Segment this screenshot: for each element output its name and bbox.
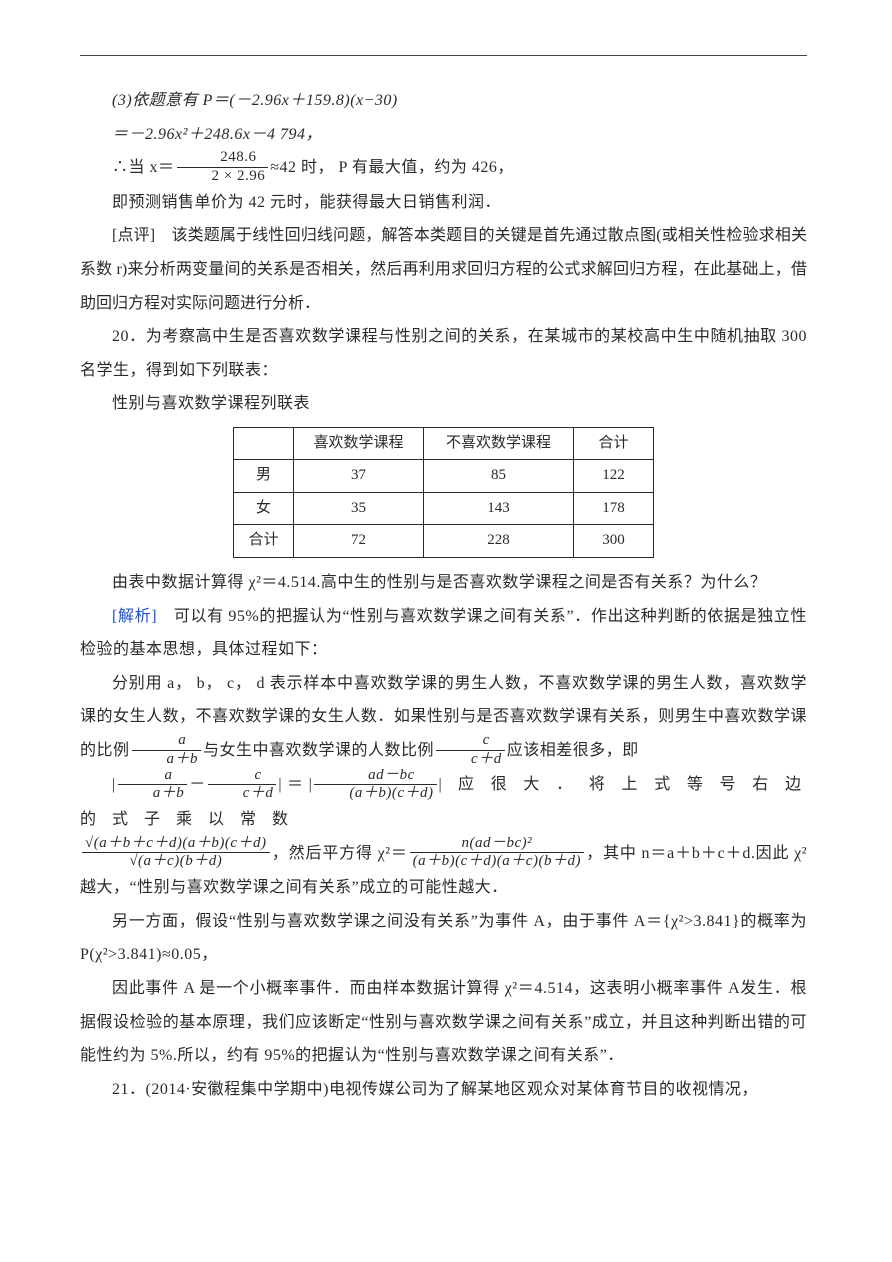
text-p1: (3)依题意有 P＝(－2.96x＋159.8)(x−30) xyxy=(112,92,398,109)
para-p13: 另一方面，假设“性别与喜欢数学课之间没有关系”为事件 A，由于事件 A＝{χ²>… xyxy=(80,905,807,972)
frac-p11-3-num: ad－bc xyxy=(314,768,436,786)
text-p5: [点评] 该类题属于线性回归线问题，解答本类题目的关键是首先通过散点图(或相关性… xyxy=(80,227,807,311)
frac-p12-1-num: √(a＋b＋c＋d)(a＋b)(c＋d) xyxy=(82,836,270,854)
frac-p3-den: 2 × 2.96 xyxy=(177,168,269,185)
table-row: 合计 72 228 300 xyxy=(234,525,654,558)
table-row: 男 37 85 122 xyxy=(234,460,654,493)
cell-r1c2: 37 xyxy=(294,460,424,493)
cell-r3c2: 72 xyxy=(294,525,424,558)
frac-p11-1-num: a xyxy=(118,768,188,786)
cell-r2c4: 178 xyxy=(574,492,654,525)
cell-r3c4: 300 xyxy=(574,525,654,558)
table-header-row: 喜欢数学课程 不喜欢数学课程 合计 xyxy=(234,427,654,460)
para-p1: (3)依题意有 P＝(－2.96x＋159.8)(x−30) xyxy=(80,84,807,118)
label-analysis: [解析] xyxy=(112,608,157,625)
cell-r2c1: 女 xyxy=(234,492,294,525)
th-blank xyxy=(234,427,294,460)
frac-p11-3-den: (a＋b)(c＋d) xyxy=(314,785,436,802)
text-p3a: ∴当 x＝ xyxy=(112,159,175,176)
para-p11: |aa＋b－cc＋d| ＝ |ad－bc(a＋b)(c＋d)| 应 很 大 ． … xyxy=(80,768,807,836)
th-total: 合计 xyxy=(574,427,654,460)
th-dislike: 不喜欢数学课程 xyxy=(424,427,574,460)
frac-p12-1-den: √(a＋c)(b＋d) xyxy=(82,853,270,870)
cell-r1c4: 122 xyxy=(574,460,654,493)
frac-p10-1-den: a＋b xyxy=(132,751,202,768)
para-p2: ＝－2.96x²＋248.6x－4 794， xyxy=(80,118,807,152)
frac-p10-2-den: c＋d xyxy=(436,751,505,768)
text-p10b: 与女生中喜欢数学课的人数比例 xyxy=(203,742,434,759)
text-p3b: ≈42 时， P 有最大值，约为 426， xyxy=(270,159,514,176)
para-p10: 分别用 a， b， c， d 表示样本中喜欢数学课的男生人数，不喜欢数学课的男生… xyxy=(80,667,807,769)
text-p14: 因此事件 A 是一个小概率事件．而由样本数据计算得 χ²＝4.514，这表明小概… xyxy=(80,980,807,1064)
cell-r1c3: 85 xyxy=(424,460,574,493)
frac-p12-2-den: (a＋b)(c＋d)(a＋c)(b＋d) xyxy=(410,853,584,870)
frac-p11-1-den: a＋b xyxy=(118,785,188,802)
text-p8: 由表中数据计算得 χ²＝4.514.高中生的性别与是否喜欢数学课程之间是否有关系… xyxy=(112,574,766,591)
text-p15: 21．(2014·安徽程集中学期中)电视传媒公司为了解某地区观众对某体育节目的收… xyxy=(112,1081,758,1098)
para-p4: 即预测销售单价为 42 元时，能获得最大日销售利润． xyxy=(80,186,807,220)
para-p8: 由表中数据计算得 χ²＝4.514.高中生的性别与是否喜欢数学课程之间是否有关系… xyxy=(80,566,807,600)
frac-p10-2-num: c xyxy=(436,733,505,751)
text-p12a: ，然后平方得 χ²＝ xyxy=(272,845,408,862)
frac-p10-1-num: a xyxy=(132,733,202,751)
text-p11c: | ＝ | xyxy=(278,776,312,793)
contingency-table: 喜欢数学课程 不喜欢数学课程 合计 男 37 85 122 女 35 143 1… xyxy=(233,427,654,558)
text-p11a: | xyxy=(112,776,116,793)
text-p2: ＝－2.96x²＋248.6x－4 794， xyxy=(112,126,322,143)
para-p6: 20．为考察高中生是否喜欢数学课程与性别之间的关系，在某城市的某校高中生中随机抽… xyxy=(80,320,807,387)
frac-p11-1: aa＋b xyxy=(118,768,188,803)
frac-p12-1: √(a＋b＋c＋d)(a＋b)(c＋d)√(a＋c)(b＋d) xyxy=(82,836,270,871)
frac-p3: 248.62 × 2.96 xyxy=(177,150,269,185)
frac-p11-3: ad－bc(a＋b)(c＋d) xyxy=(314,768,436,803)
page-rule xyxy=(80,55,807,56)
frac-p11-2-num: c xyxy=(208,768,277,786)
para-p15: 21．(2014·安徽程集中学期中)电视传媒公司为了解某地区观众对某体育节目的收… xyxy=(80,1073,807,1107)
text-p7: 性别与喜欢数学课程列联表 xyxy=(112,395,310,412)
frac-p12-2-num: n(ad－bc)² xyxy=(410,836,584,854)
cell-r3c1: 合计 xyxy=(234,525,294,558)
para-p7: 性别与喜欢数学课程列联表 xyxy=(80,387,807,421)
para-p12: √(a＋b＋c＋d)(a＋b)(c＋d)√(a＋c)(b＋d)，然后平方得 χ²… xyxy=(80,837,807,905)
para-p3: ∴当 x＝248.62 × 2.96≈42 时， P 有最大值，约为 426， xyxy=(80,151,807,186)
frac-p10-1: aa＋b xyxy=(132,733,202,768)
para-p5: [点评] 该类题属于线性回归线问题，解答本类题目的关键是首先通过散点图(或相关性… xyxy=(80,219,807,320)
cell-r1c1: 男 xyxy=(234,460,294,493)
frac-p3-num: 248.6 xyxy=(177,150,269,168)
cell-r3c3: 228 xyxy=(424,525,574,558)
text-p4: 即预测销售单价为 42 元时，能获得最大日销售利润． xyxy=(112,194,501,211)
frac-p10-2: cc＋d xyxy=(436,733,505,768)
para-p14: 因此事件 A 是一个小概率事件．而由样本数据计算得 χ²＝4.514，这表明小概… xyxy=(80,972,807,1073)
th-like: 喜欢数学课程 xyxy=(294,427,424,460)
table-row: 女 35 143 178 xyxy=(234,492,654,525)
para-p9: [解析] 可以有 95%的把握认为“性别与喜欢数学课之间有关系”．作出这种判断的… xyxy=(80,600,807,667)
frac-p11-2-den: c＋d xyxy=(208,785,277,802)
cell-r2c2: 35 xyxy=(294,492,424,525)
text-p11b: － xyxy=(189,776,206,793)
text-p6: 20．为考察高中生是否喜欢数学课程与性别之间的关系，在某城市的某校高中生中随机抽… xyxy=(80,328,807,379)
text-p13: 另一方面，假设“性别与喜欢数学课之间没有关系”为事件 A，由于事件 A＝{χ²>… xyxy=(80,913,807,964)
frac-p12-2: n(ad－bc)²(a＋b)(c＋d)(a＋c)(b＋d) xyxy=(410,836,584,871)
text-p9b: 可以有 95%的把握认为“性别与喜欢数学课之间有关系”．作出这种判断的依据是独立… xyxy=(80,608,807,659)
text-p10c: 应该相差很多，即 xyxy=(507,742,639,759)
frac-p11-2: cc＋d xyxy=(208,768,277,803)
cell-r2c3: 143 xyxy=(424,492,574,525)
